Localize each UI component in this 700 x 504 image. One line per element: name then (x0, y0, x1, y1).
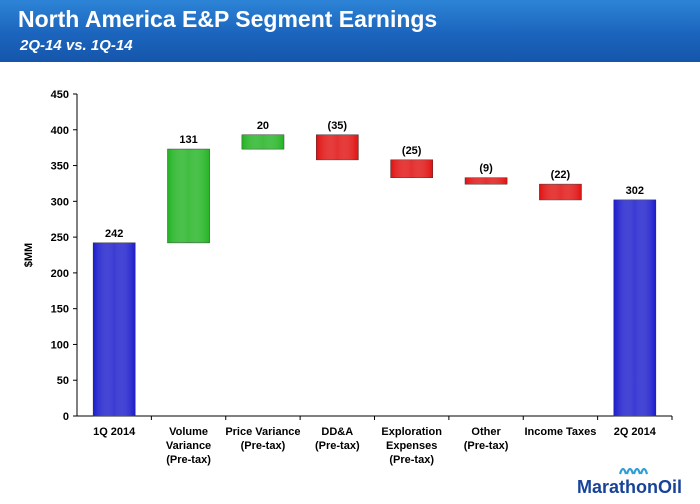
data-label: (25) (402, 145, 422, 157)
bar-shading (167, 149, 210, 243)
logo-wave-icon (618, 467, 648, 475)
logo-text: MarathonOil (576, 477, 682, 497)
y-axis-label: $MM (23, 243, 35, 267)
y-tick-label: 450 (51, 89, 69, 101)
y-tick-label: 150 (51, 304, 69, 316)
data-label: (35) (328, 120, 348, 132)
data-label: 302 (626, 185, 644, 197)
x-category-label: 1Q 2014 (93, 426, 136, 438)
data-label: 20 (257, 120, 269, 132)
y-tick-label: 400 (51, 125, 69, 137)
x-category-label: (Pre-tax) (464, 440, 509, 452)
x-category-label: (Pre-tax) (241, 440, 286, 452)
x-category-label: Exploration (381, 426, 442, 438)
x-category-label: Variance (166, 440, 211, 452)
company-logo: MarathonOil (552, 464, 682, 498)
y-tick-label: 350 (51, 161, 69, 173)
x-category-label: (Pre-tax) (389, 454, 434, 466)
waterfall-chart: 0 50 100 150 200 250 300 350 400 450 $MM 242 1Q 2014… (23, 89, 673, 466)
title-banner: North America E&P Segment Earnings 2Q-14… (0, 0, 700, 62)
data-label: 131 (179, 134, 197, 146)
page-subtitle: 2Q-14 vs. 1Q-14 (20, 37, 133, 54)
y-tick-label: 200 (51, 268, 69, 280)
bar-shading (241, 134, 284, 150)
chart-area: 0 50 100 150 200 250 300 350 400 450 $MM 242 1Q 2014… (0, 62, 700, 474)
y-tick-label: 50 (57, 375, 69, 387)
x-category-label: DD&A (321, 426, 353, 438)
x-category-label: Income Taxes (524, 426, 596, 438)
x-category-label: Price Variance (225, 426, 300, 438)
bar-shading (93, 242, 136, 416)
data-label: (9) (479, 163, 493, 175)
bar-shading (539, 184, 582, 200)
bar-shading (390, 159, 433, 178)
y-tick-label: 300 (51, 196, 69, 208)
bar-shading (465, 177, 508, 185)
page-title: North America E&P Segment Earnings (18, 6, 438, 32)
bar-shading (316, 134, 359, 160)
x-category-label: 2Q 2014 (614, 426, 657, 438)
y-tick-label: 0 (63, 411, 69, 423)
bar-shading (613, 199, 656, 416)
y-tick-label: 250 (51, 232, 69, 244)
x-category-label: (Pre-tax) (315, 440, 360, 452)
data-label: 242 (105, 228, 123, 240)
y-tick-label: 100 (51, 339, 69, 351)
x-category-label: Expenses (386, 440, 437, 452)
x-category-label: (Pre-tax) (166, 454, 211, 466)
x-category-label: Other (471, 426, 501, 438)
data-label: (22) (551, 169, 571, 181)
x-category-label: Volume (169, 426, 208, 438)
